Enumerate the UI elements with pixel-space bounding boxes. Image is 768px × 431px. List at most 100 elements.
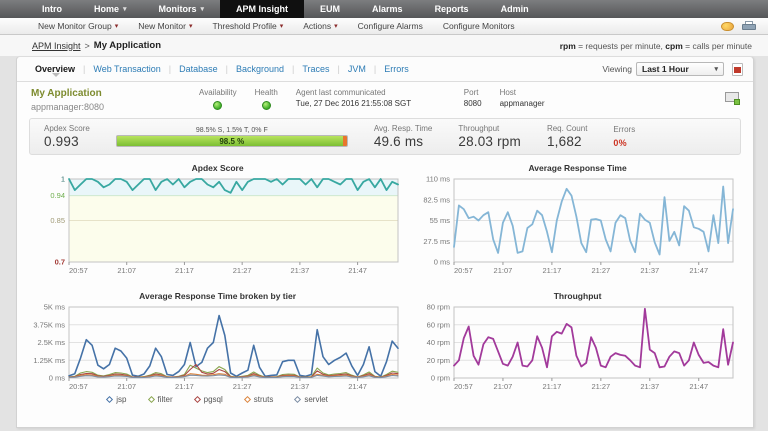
nav-item-intro[interactable]: Intro [26, 0, 78, 18]
tab-database[interactable]: Database [179, 64, 218, 74]
svg-text:1.25K ms: 1.25K ms [33, 356, 65, 365]
svg-text:82.5 ms: 82.5 ms [424, 195, 451, 204]
svg-text:21:07: 21:07 [494, 266, 513, 275]
svg-text:20:57: 20:57 [454, 382, 473, 391]
legend-item-jsp[interactable]: jsp [106, 395, 127, 404]
application-instance: appmanager:8080 [31, 102, 105, 112]
nav-label: Home [94, 4, 120, 14]
svg-text:21:27: 21:27 [233, 382, 252, 391]
nav-item-home[interactable]: Home ▾ [78, 0, 143, 18]
print-icon[interactable] [742, 20, 756, 32]
tab-divider: | [292, 64, 295, 74]
window-glyph [725, 92, 739, 102]
legend-item-filter[interactable]: filter [147, 395, 173, 404]
host-label: Host [499, 88, 517, 97]
configure-alarms-button[interactable]: Configure Alarms [348, 21, 433, 31]
tab-jvm[interactable]: JVM [347, 64, 366, 74]
svg-text:55 ms: 55 ms [430, 216, 451, 225]
configure-monitors-button[interactable]: Configure Monitors [433, 21, 525, 31]
tab-background[interactable]: Background [235, 64, 285, 74]
nav-item-monitors[interactable]: Monitors ▾ [143, 0, 221, 18]
nav-item-admin[interactable]: Admin [485, 0, 545, 18]
pdf-export-icon[interactable] [732, 62, 743, 76]
nav-label: APM Insight [236, 4, 289, 14]
legend-item-pgsql[interactable]: pgsql [193, 395, 223, 404]
time-range-select[interactable]: Last 1 Hour ▾ [636, 62, 724, 76]
legend-marker [294, 395, 302, 403]
chart-svg: 1 0.94 0.85 0.7 20:57 21:07 21:17 21:27 21:37 21:… [50, 175, 399, 275]
legend-label: servlet [304, 394, 328, 404]
agent-block: Agent last communicated Tue, 27 Dec 2016… [296, 88, 446, 109]
open-in-window-icon[interactable] [725, 92, 740, 105]
chevron-down-icon: ▾ [714, 66, 718, 73]
req-count-stat: Req. Count 1,682 [547, 124, 587, 149]
availability-status-icon[interactable] [213, 101, 223, 110]
tab-traces[interactable]: Traces [302, 64, 330, 74]
tab-overview[interactable]: Overview [27, 64, 83, 77]
req-count-value: 1,682 [546, 134, 582, 149]
throughput-chart: Throughput 80 rpm 60 rpm 40 rpm 20 rpm 0 rpm… [410, 289, 745, 405]
throughput-label: Throughput [458, 124, 500, 133]
svg-text:21:47: 21:47 [348, 266, 367, 275]
new-monitor-group-menu[interactable]: New Monitor Group ▾ [28, 21, 128, 31]
health-status-icon[interactable] [261, 101, 271, 110]
page-title: My Application [93, 40, 162, 51]
host-value: appmanager [499, 99, 545, 108]
port-block: Port 8080 [464, 88, 482, 109]
agent-timestamp: Tue, 27 Dec 2016 21:55:08 SGT [295, 99, 412, 108]
nav-item-eum[interactable]: EUM [304, 0, 356, 18]
new-monitor-menu[interactable]: New Monitor ▾ [128, 21, 202, 31]
nav-item-alarms[interactable]: Alarms [356, 0, 419, 18]
throughput-stat: Throughput 28.03 rpm [458, 124, 521, 149]
legend-item-servlet[interactable]: servlet [294, 394, 328, 404]
tab-divider: | [337, 64, 340, 74]
svg-text:20 rpm: 20 rpm [427, 356, 450, 365]
svg-text:5K ms: 5K ms [44, 303, 66, 312]
host-block: Host appmanager [500, 88, 545, 109]
threshold-profile-menu[interactable]: Threshold Profile ▾ [202, 21, 293, 31]
svg-text:21:37: 21:37 [641, 382, 660, 391]
nav-label: Reports [434, 4, 469, 14]
apdex-score-stat: Apdex Score 0.993 [44, 124, 90, 149]
svg-text:0.85: 0.85 [50, 216, 65, 225]
menu-label: New Monitor Group [38, 21, 112, 31]
req-count-label: Req. Count [546, 124, 588, 133]
errors-stat: Errors 0% [613, 125, 635, 148]
svg-text:0 ms: 0 ms [49, 374, 66, 383]
svg-text:21:07: 21:07 [117, 382, 136, 391]
apdex-bar-fill [116, 135, 344, 146]
svg-text:0.7: 0.7 [55, 258, 65, 267]
nav-item-apm-insight[interactable]: APM Insight [220, 0, 305, 18]
legend-marker [147, 395, 155, 403]
legend-marker [243, 395, 251, 403]
rpm-text: = requests per minute, [575, 40, 666, 51]
nav-label: Admin [500, 4, 529, 14]
menu-label: Threshold Profile [212, 21, 277, 31]
tab-web-transaction[interactable]: Web Transaction [93, 64, 161, 74]
tab-errors[interactable]: Errors [384, 64, 409, 74]
apdex-bar-text: 98.5 % [219, 136, 245, 146]
svg-text:21:37: 21:37 [641, 266, 660, 275]
breadcrumb-separator: > [84, 40, 90, 51]
svg-text:21:47: 21:47 [690, 266, 709, 275]
main-content-card: Overview | Web Transaction | Database | … [16, 56, 754, 428]
feedback-icon[interactable] [721, 22, 734, 31]
menu-label: Actions [303, 21, 332, 31]
chart-title: Average Response Time [528, 163, 627, 173]
chevron-down-icon: ▾ [279, 23, 284, 30]
availability-label: Availability [199, 88, 237, 97]
tab-bar: Overview | Web Transaction | Database | … [17, 57, 753, 82]
svg-text:0 ms: 0 ms [434, 258, 451, 267]
svg-text:1: 1 [61, 175, 65, 184]
svg-text:60 rpm: 60 rpm [427, 320, 450, 329]
actions-menu[interactable]: Actions ▾ [293, 21, 347, 31]
svg-text:2.5K ms: 2.5K ms [37, 338, 65, 347]
nav-item-reports[interactable]: Reports [419, 0, 485, 18]
chevron-down-icon: ▾ [334, 23, 338, 30]
breadcrumb-link-apm-insight[interactable]: APM Insight [32, 40, 81, 51]
breadcrumb-row: APM Insight > My Application rpm = reque… [0, 35, 768, 56]
menu-label: New Monitor [138, 21, 186, 31]
legend-item-struts[interactable]: struts [243, 395, 273, 404]
chart-plot-area: 80 rpm 60 rpm 40 rpm 20 rpm 0 rpm 20:57 21:07 2… [414, 303, 741, 391]
